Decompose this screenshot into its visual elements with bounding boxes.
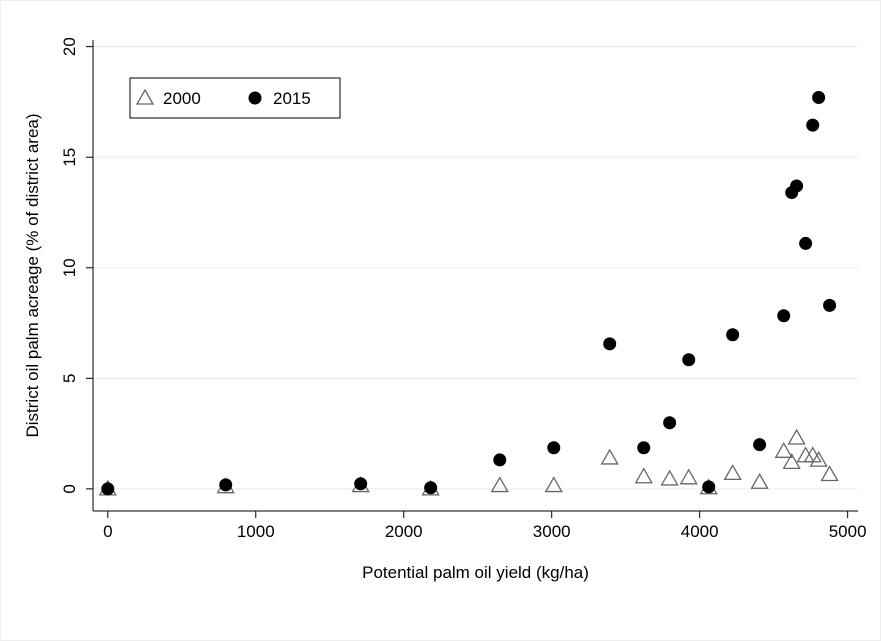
y-tick-label: 20 [60, 37, 79, 56]
circle-point [753, 438, 767, 452]
circle-point [799, 236, 813, 250]
triangle-point [634, 467, 653, 484]
y-tick-label: 5 [60, 374, 79, 383]
y-tick-label: 0 [60, 484, 79, 493]
triangle-point [723, 464, 742, 481]
circle-point [823, 298, 837, 312]
triangle-point [490, 476, 509, 493]
circle-point [424, 481, 438, 495]
circle-point [806, 118, 820, 132]
circle-point [101, 482, 115, 496]
y-tick-label: 10 [60, 258, 79, 277]
circle-point [726, 328, 740, 342]
x-axis-title: Potential palm oil yield (kg/ha) [362, 563, 589, 582]
triangle-point [544, 476, 563, 493]
circle-point [790, 179, 804, 193]
y-axis-title: District oil palm acreage (% of district… [23, 113, 42, 437]
triangle-point [820, 465, 839, 482]
y-tick-label: 15 [60, 148, 79, 167]
triangle-point [660, 469, 679, 486]
x-tick-label: 1000 [237, 522, 275, 541]
circle-point [702, 480, 716, 494]
triangle-point [774, 441, 793, 458]
circle-point [219, 478, 233, 492]
legend-box [129, 77, 341, 119]
x-tick-label: 3000 [533, 522, 571, 541]
legend-label: 2000 [163, 89, 201, 108]
circle-point [354, 477, 368, 491]
x-tick-label: 2000 [385, 522, 423, 541]
x-tick-label: 0 [103, 522, 112, 541]
circle-point [663, 416, 677, 430]
x-tick-label: 5000 [829, 522, 867, 541]
triangle-point [809, 450, 828, 467]
legend-marker [248, 91, 262, 105]
legend-marker [135, 88, 155, 105]
circle-point [682, 353, 696, 367]
triangle-point [600, 448, 619, 465]
circle-point [777, 309, 791, 323]
triangle-point [750, 472, 769, 489]
circle-point [812, 90, 826, 104]
triangle-point [787, 428, 806, 445]
legend-label: 2015 [273, 89, 311, 108]
circle-point [547, 441, 561, 455]
circle-point [637, 441, 651, 455]
x-tick-label: 4000 [681, 522, 719, 541]
triangle-point [679, 468, 698, 485]
circle-point [493, 453, 507, 467]
triangle-point [782, 453, 801, 470]
circle-point [603, 337, 617, 351]
